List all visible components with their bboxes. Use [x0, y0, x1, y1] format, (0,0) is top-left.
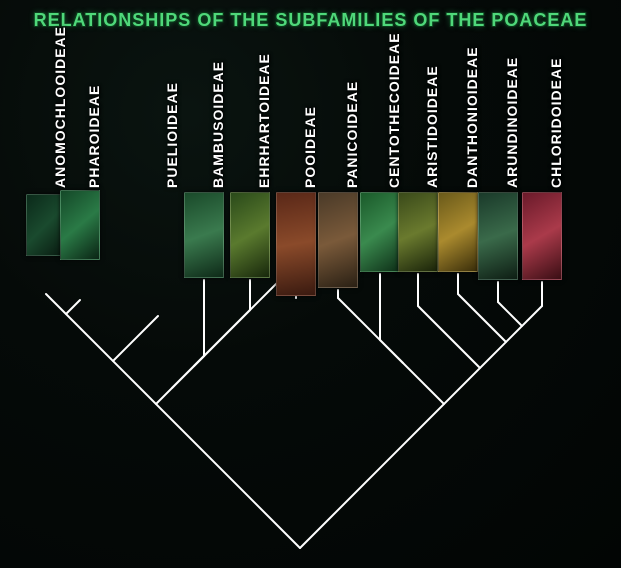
taxon-label: ANOMOCHLOOIDEAE [52, 26, 68, 188]
taxon-label: POOIDEAE [302, 106, 318, 188]
taxon-label: DANTHONIOIDEAE [464, 46, 480, 188]
taxon-label: PUELIOIDEAE [164, 82, 180, 188]
taxon-label: EHRHARTOIDEAE [256, 53, 272, 188]
taxon-label: CHLORIDOIDEAE [548, 58, 564, 188]
taxon-label: CENTOTHECOIDEAE [386, 32, 402, 188]
taxon-label: PHAROIDEAE [86, 85, 102, 188]
taxon-label: PANICOIDEAE [344, 81, 360, 188]
taxon-label: BAMBUSOIDEAE [210, 61, 226, 188]
taxon-label: ARUNDINOIDEAE [504, 57, 520, 188]
taxon-labels: ANOMOCHLOOIDEAE PHAROIDEAE PUELIOIDEAE BAMB… [0, 0, 621, 568]
taxon-label: ARISTIDOIDEAE [424, 65, 440, 188]
